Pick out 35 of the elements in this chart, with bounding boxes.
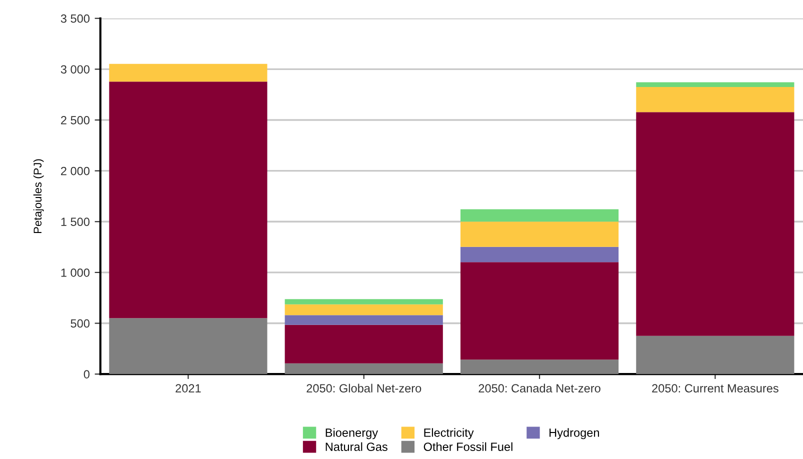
bar bbox=[636, 86, 794, 112]
y-tick-label: 500 bbox=[70, 319, 90, 328]
bar bbox=[284, 304, 443, 316]
legend-label: Electricity bbox=[424, 428, 474, 440]
legend-label: Hydrogen bbox=[550, 428, 599, 440]
bar bbox=[284, 315, 443, 325]
legend-label: Other Fossil Fuel bbox=[424, 442, 512, 451]
y-tick-label: 1 000 bbox=[61, 268, 90, 277]
x-tick-label: 2050: Current Measures bbox=[652, 384, 778, 392]
bar bbox=[460, 246, 619, 262]
bar bbox=[284, 299, 443, 304]
bar bbox=[636, 112, 794, 336]
bar bbox=[460, 262, 619, 360]
bar bbox=[109, 64, 268, 82]
bar bbox=[460, 222, 619, 247]
x-tick-label: 2050: Canada Net-zero bbox=[478, 384, 600, 392]
bar bbox=[460, 209, 619, 222]
legend-label: Bioenergy bbox=[326, 428, 378, 440]
y-axis-title: Petajoules (PJ) bbox=[33, 159, 44, 233]
x-tick-label: 2050: Global Net-zero bbox=[306, 384, 422, 392]
y-tick-label: 2 000 bbox=[61, 166, 90, 176]
bar bbox=[460, 360, 619, 374]
bar bbox=[636, 82, 794, 87]
y-tick-label: 1 500 bbox=[61, 218, 90, 226]
legend-label: Natural Gas bbox=[326, 442, 388, 451]
bar bbox=[284, 324, 443, 364]
x-tick-label: 2021 bbox=[176, 384, 201, 392]
bar bbox=[636, 336, 794, 374]
bar bbox=[284, 363, 443, 374]
y-tick-label: 0 bbox=[84, 370, 90, 378]
bar bbox=[109, 82, 268, 318]
bar bbox=[109, 318, 268, 374]
y-tick-label: 3 500 bbox=[60, 14, 90, 23]
y-tick-label: 3 000 bbox=[60, 65, 90, 74]
y-tick-label: 2 500 bbox=[61, 116, 90, 124]
